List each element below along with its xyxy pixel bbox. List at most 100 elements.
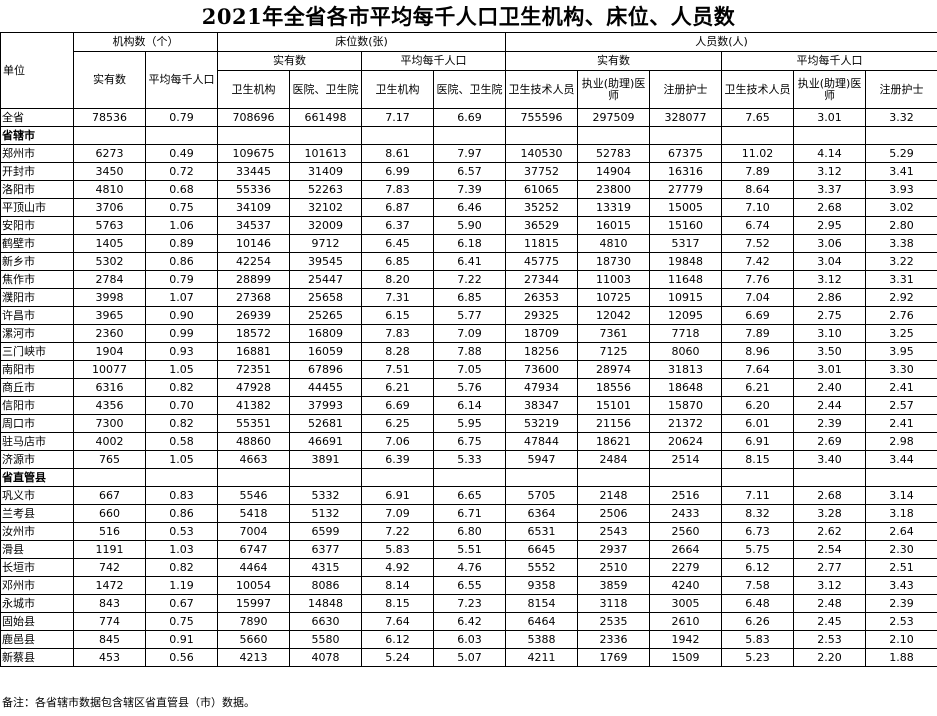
table-cell: 7.39 [432, 180, 507, 199]
table-cell: 6.91 [361, 486, 434, 505]
section-row: 省直管县 [0, 468, 937, 487]
table-cell: 845 [73, 630, 146, 649]
table-cell: 4663 [217, 450, 290, 469]
row-label: 鹤壁市 [0, 234, 74, 253]
stats-table: 单位 机构数（个） 床位数(张) 人员数(人) 实有数 平均每千人口 实有数 平… [0, 32, 937, 667]
table-cell: 6747 [217, 540, 290, 559]
table-cell: 3.12 [793, 162, 867, 181]
table-cell: 6273 [73, 144, 146, 163]
table-cell: 16809 [289, 324, 362, 343]
empty-cell [649, 468, 723, 487]
empty-cell [217, 468, 290, 487]
table-cell: 3.01 [793, 108, 867, 127]
table-cell: 3.41 [865, 162, 937, 181]
row-label: 焦作市 [0, 270, 74, 289]
table-cell: 2937 [577, 540, 651, 559]
table-cell: 8.15 [361, 594, 434, 613]
table-cell: 8086 [289, 576, 362, 595]
table-cell: 2.48 [793, 594, 867, 613]
table-cell: 47934 [505, 378, 579, 397]
table-cell: 7361 [577, 324, 651, 343]
table-cell: 6.39 [361, 450, 434, 469]
table-cell: 6.80 [432, 522, 507, 541]
table-cell: 6.21 [721, 378, 795, 397]
header-staff-per-thousand: 平均每千人口 [721, 51, 937, 71]
table-cell: 516 [73, 522, 146, 541]
table-cell: 2336 [577, 630, 651, 649]
table-cell: 6464 [505, 612, 579, 631]
table-cell: 2.68 [793, 198, 867, 217]
table-cell: 2.39 [793, 414, 867, 433]
table-cell: 6.20 [721, 396, 795, 415]
table-cell: 11003 [577, 270, 651, 289]
table-cell: 67375 [649, 144, 723, 163]
table-cell: 6.57 [432, 162, 507, 181]
table-cell: 140530 [505, 144, 579, 163]
table-cell: 7718 [649, 324, 723, 343]
table-cell: 16316 [649, 162, 723, 181]
table-cell: 9712 [289, 234, 362, 253]
table-cell: 18730 [577, 252, 651, 271]
empty-cell [793, 468, 867, 487]
table-cell: 6.18 [432, 234, 507, 253]
table-cell: 1472 [73, 576, 146, 595]
table-cell: 0.99 [145, 324, 218, 343]
table-row: 开封市 3450 0.72 33445 31409 6.99 6.57 37752 14904 1… [0, 162, 937, 181]
table-cell: 16015 [577, 216, 651, 235]
table-cell: 3706 [73, 198, 146, 217]
table-cell: 72351 [217, 360, 290, 379]
table-cell: 3891 [289, 450, 362, 469]
table-cell: 3.44 [865, 450, 937, 469]
table-note: 备注：各省辖市数据包含辖区省直管县（市）数据。 [2, 696, 255, 709]
table-cell: 7004 [217, 522, 290, 541]
table-cell: 5418 [217, 504, 290, 523]
table-cell: 21372 [649, 414, 723, 433]
empty-cell [721, 468, 795, 487]
row-label: 兰考县 [0, 504, 74, 523]
table-cell: 4315 [289, 558, 362, 577]
table-cell: 3.10 [793, 324, 867, 343]
table-cell: 7.89 [721, 162, 795, 181]
table-cell: 13319 [577, 198, 651, 217]
row-label: 周口市 [0, 414, 74, 433]
row-label: 长垣市 [0, 558, 74, 577]
table-cell: 47844 [505, 432, 579, 451]
table-cell: 4356 [73, 396, 146, 415]
table-cell: 10054 [217, 576, 290, 595]
table-cell: 8.15 [721, 450, 795, 469]
table-cell: 2560 [649, 522, 723, 541]
table-cell: 73600 [505, 360, 579, 379]
table-cell: 25658 [289, 288, 362, 307]
table-cell: 6.41 [432, 252, 507, 271]
table-cell: 19848 [649, 252, 723, 271]
table-row: 滑县 1191 1.03 6747 6377 5.83 5.51 6645 2937 2664 5.… [0, 540, 937, 559]
empty-cell [505, 468, 579, 487]
table-cell: 39545 [289, 252, 362, 271]
header-staff-actual: 实有数 [505, 51, 723, 71]
table-cell: 3.01 [793, 360, 867, 379]
table-cell: 0.67 [145, 594, 218, 613]
table-cell: 0.75 [145, 612, 218, 631]
table-row: 驻马店市 4002 0.58 48860 46691 7.06 6.75 47844 18621… [0, 432, 937, 451]
table-cell: 8.20 [361, 270, 434, 289]
table-cell: 0.93 [145, 342, 218, 361]
table-cell: 4810 [577, 234, 651, 253]
table-cell: 15160 [649, 216, 723, 235]
table-row: 鹤壁市 1405 0.89 10146 9712 6.45 6.18 11815 4810 531… [0, 234, 937, 253]
table-cell: 6645 [505, 540, 579, 559]
table-cell: 7.88 [432, 342, 507, 361]
table-cell: 29325 [505, 306, 579, 325]
table-cell: 0.90 [145, 306, 218, 325]
table-cell: 2784 [73, 270, 146, 289]
empty-cell [649, 126, 723, 145]
table-cell: 3.14 [865, 486, 937, 505]
table-row: 濮阳市 3998 1.07 27368 25658 7.31 6.85 26353 10725 1… [0, 288, 937, 307]
table-cell: 2433 [649, 504, 723, 523]
table-cell: 25447 [289, 270, 362, 289]
table-cell: 7.06 [361, 432, 434, 451]
table-cell: 755596 [505, 108, 579, 127]
table-cell: 6.12 [721, 558, 795, 577]
table-cell: 2514 [649, 450, 723, 469]
table-row: 焦作市 2784 0.79 28899 25447 8.20 7.22 27344 11003 1… [0, 270, 937, 289]
table-cell: 47928 [217, 378, 290, 397]
